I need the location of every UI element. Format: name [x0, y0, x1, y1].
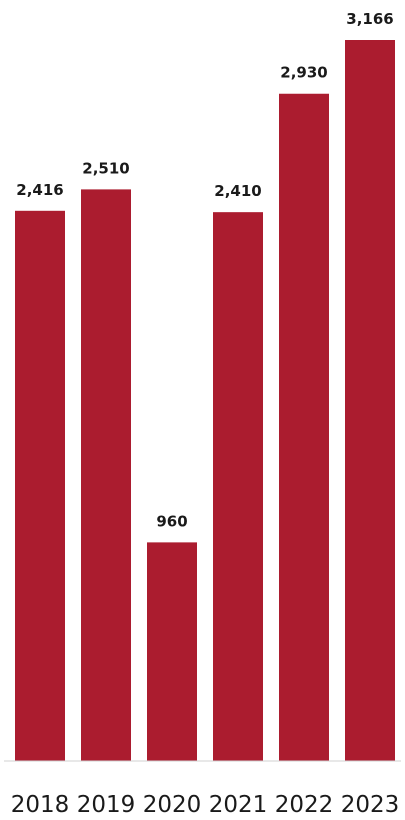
bar-2023 — [345, 40, 395, 761]
x-tick-label-2019: 2019 — [77, 792, 136, 818]
bar-2019 — [81, 189, 131, 762]
x-tick-label-2023: 2023 — [341, 792, 400, 818]
x-tick-labels-group: 2018 2019 2020 2021 2022 2023 — [11, 792, 400, 818]
bar-2018 — [15, 210, 65, 761]
x-tick-label-2022: 2022 — [275, 792, 334, 818]
bars-group — [15, 40, 395, 762]
value-label-2021: 2,410 — [214, 182, 261, 200]
value-label-2018: 2,416 — [16, 181, 63, 199]
bar-2021 — [213, 212, 263, 761]
x-tick-label-2021: 2021 — [209, 792, 268, 818]
bar-2022 — [279, 93, 329, 761]
value-label-2020: 960 — [156, 512, 187, 530]
bar-2020 — [147, 542, 197, 761]
x-tick-label-2020: 2020 — [143, 792, 202, 818]
x-tick-label-2018: 2018 — [11, 792, 70, 818]
value-label-2022: 2,930 — [280, 64, 327, 82]
value-label-2023: 3,166 — [346, 10, 393, 28]
value-label-2019: 2,510 — [82, 159, 129, 177]
value-labels-group: 2,416 2,510 960 2,410 2,930 3,166 — [16, 10, 393, 530]
